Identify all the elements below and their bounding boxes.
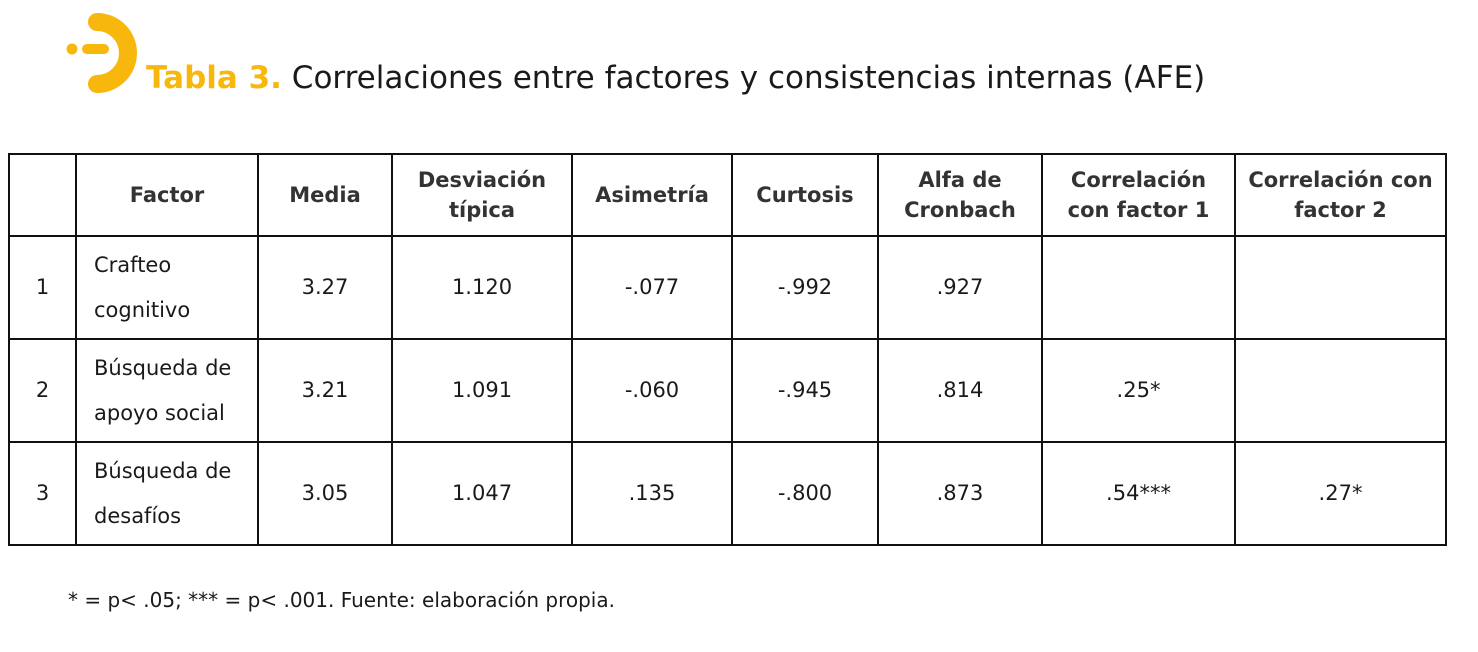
header-correlacion-f2: Correlación con factor 2 bbox=[1234, 153, 1447, 237]
cell-asimetria: -.060 bbox=[571, 338, 733, 443]
cell-curtosis: -.800 bbox=[731, 441, 879, 546]
cell-media: 3.05 bbox=[257, 441, 393, 546]
cell-correlacion-f1: .25* bbox=[1041, 338, 1236, 443]
logo-icon bbox=[66, 13, 137, 93]
cell-curtosis: -.945 bbox=[731, 338, 879, 443]
cell-factor: Búsqueda de desafíos bbox=[75, 441, 259, 546]
table-footnote: * = p< .05; *** = p< .001. Fuente: elabo… bbox=[68, 588, 615, 612]
header-number bbox=[8, 153, 77, 237]
header-curtosis: Curtosis bbox=[731, 153, 879, 237]
cell-desviacion: 1.091 bbox=[391, 338, 573, 443]
cell-alfa: .814 bbox=[877, 338, 1043, 443]
cell-desviacion: 1.120 bbox=[391, 235, 573, 340]
cell-correlacion-f1: .54*** bbox=[1041, 441, 1236, 546]
cell-alfa: .927 bbox=[877, 235, 1043, 340]
table-number-label: Tabla 3. bbox=[146, 60, 282, 96]
table-row: 2 Búsqueda de apoyo social 3.21 1.091 -.… bbox=[8, 338, 1447, 443]
statistics-table: Factor Media Desviación típica Asimetría… bbox=[8, 153, 1447, 546]
cell-curtosis: -.992 bbox=[731, 235, 879, 340]
table-row: 3 Búsqueda de desafíos 3.05 1.047 .135 -… bbox=[8, 441, 1447, 546]
header-media: Media bbox=[257, 153, 393, 237]
cell-number: 1 bbox=[8, 235, 77, 340]
header-factor: Factor bbox=[75, 153, 259, 237]
table-row: 1 Crafteo cognitivo 3.27 1.120 -.077 -.9… bbox=[8, 235, 1447, 340]
cell-correlacion-f2 bbox=[1234, 235, 1447, 340]
cell-correlacion-f1 bbox=[1041, 235, 1236, 340]
cell-number: 3 bbox=[8, 441, 77, 546]
cell-correlacion-f2 bbox=[1234, 338, 1447, 443]
cell-factor: Crafteo cognitivo bbox=[75, 235, 259, 340]
table-title: Tabla 3. Correlaciones entre factores y … bbox=[146, 56, 1205, 100]
cell-asimetria: .135 bbox=[571, 441, 733, 546]
cell-factor: Búsqueda de apoyo social bbox=[75, 338, 259, 443]
cell-number: 2 bbox=[8, 338, 77, 443]
cell-desviacion: 1.047 bbox=[391, 441, 573, 546]
header-desviacion: Desviación típica bbox=[391, 153, 573, 237]
cell-asimetria: -.077 bbox=[571, 235, 733, 340]
cell-media: 3.21 bbox=[257, 338, 393, 443]
table-title-text: Correlaciones entre factores y consisten… bbox=[281, 60, 1206, 96]
cell-alfa: .873 bbox=[877, 441, 1043, 546]
header-alfa: Alfa de Cronbach bbox=[877, 153, 1043, 237]
cell-correlacion-f2: .27* bbox=[1234, 441, 1447, 546]
header-asimetria: Asimetría bbox=[571, 153, 733, 237]
table-header-row: Factor Media Desviación típica Asimetría… bbox=[8, 153, 1447, 237]
header-correlacion-f1: Correlación con factor 1 bbox=[1041, 153, 1236, 237]
cell-media: 3.27 bbox=[257, 235, 393, 340]
